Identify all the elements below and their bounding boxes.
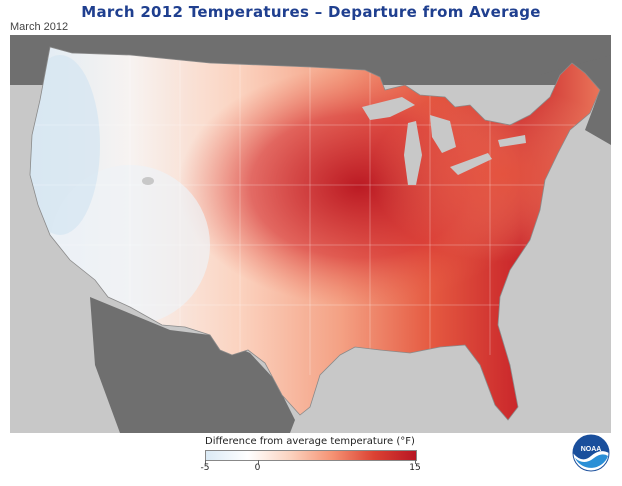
lake-huron (430, 115, 456, 153)
map-svg (10, 35, 611, 433)
logo-text: NOAA (581, 446, 602, 453)
lake-erie (450, 153, 492, 175)
great-salt-lake (142, 177, 154, 185)
legend-tick (205, 460, 206, 464)
mexico-landmass (90, 297, 295, 433)
lake-ontario (498, 135, 526, 147)
map-title: March 2012 Temperatures – Departure from… (81, 3, 541, 21)
legend-tick-label: -5 (200, 463, 210, 473)
legend-tick (257, 460, 259, 464)
legend-title: Difference from average temperature (°F) (205, 436, 415, 447)
legend-colorbar (205, 450, 417, 461)
lake-michigan (404, 121, 422, 185)
noaa-logo-icon: NOAA (572, 434, 610, 472)
legend: Difference from average temperature (°F)… (201, 436, 421, 476)
temperature-map (10, 35, 611, 433)
lake-superior (362, 97, 415, 120)
legend-tick-label: 15 (409, 463, 421, 473)
canada-east-landmass (540, 55, 611, 145)
date-label: March 2012 (10, 21, 69, 33)
legend-tick-label: 0 (254, 463, 261, 473)
legend-tick (415, 460, 416, 464)
